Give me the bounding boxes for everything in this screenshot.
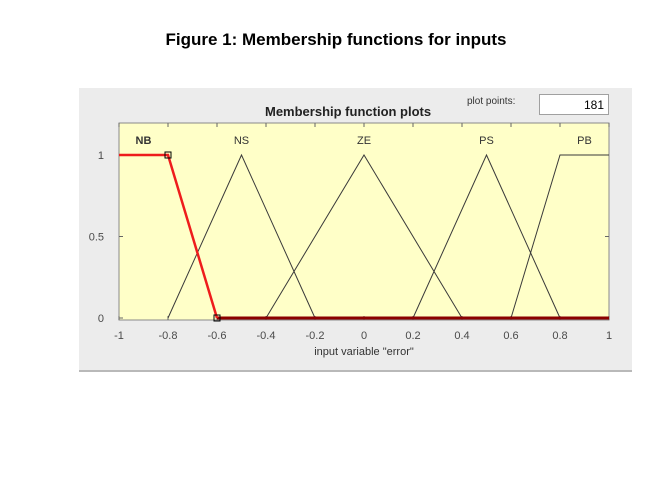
x-tick-label: 0.2 (405, 330, 420, 342)
x-tick-label: -0.4 (257, 330, 276, 342)
x-tick-label: 0.6 (503, 330, 518, 342)
x-tick-label: 0.4 (454, 330, 469, 342)
membership-chart: -1 -0.8 -0.6 -0.4 -0.2 0 0.2 0.4 0.6 0.8 1 0 0.5 1 NB N… (89, 122, 612, 358)
mf-curve-nb[interactable] (119, 153, 219, 319)
x-tick-label: 0 (361, 330, 367, 342)
mf-curve-ze[interactable] (265, 154, 463, 319)
mf-handle[interactable] (164, 151, 172, 159)
mf-curve-ns[interactable] (167, 153, 316, 319)
mf-label-nb[interactable]: NB (136, 135, 152, 147)
x-axis-title: input variable "error" (314, 346, 414, 358)
plot-title: Membership function plots (265, 104, 432, 119)
y-tick-label: 0 (98, 313, 104, 325)
mf-curve-ps[interactable] (412, 153, 561, 319)
mf-label-ps[interactable]: PS (479, 135, 494, 147)
mf-curve-pb[interactable] (510, 154, 609, 319)
x-tick-label: -0.6 (208, 330, 227, 342)
x-tick-label: -1 (114, 330, 124, 342)
x-tick-label: -0.2 (306, 330, 325, 342)
mf-label-ns[interactable]: NS (234, 135, 249, 147)
plot-area (118, 122, 610, 321)
mf-label-ze[interactable]: ZE (357, 135, 371, 147)
x-tick-label: 0.8 (552, 330, 567, 342)
y-tick-label: 0.5 (89, 232, 104, 244)
x-tick-label: 1 (606, 330, 612, 342)
membership-plot-panel: -1 -0.8 -0.6 -0.4 -0.2 0 0.2 0.4 0.6 0.8 1 0 0.5 1 NB N… (79, 88, 632, 372)
mf-handle[interactable] (213, 314, 221, 322)
x-tick-label: -0.8 (159, 330, 178, 342)
y-tick-label: 1 (98, 150, 104, 162)
plot-points-label: plot points: (467, 96, 516, 107)
plot-points-input[interactable] (539, 94, 609, 115)
figure-caption: Figure 1: Membership functions for input… (165, 30, 507, 49)
mf-label-pb[interactable]: PB (577, 135, 592, 147)
